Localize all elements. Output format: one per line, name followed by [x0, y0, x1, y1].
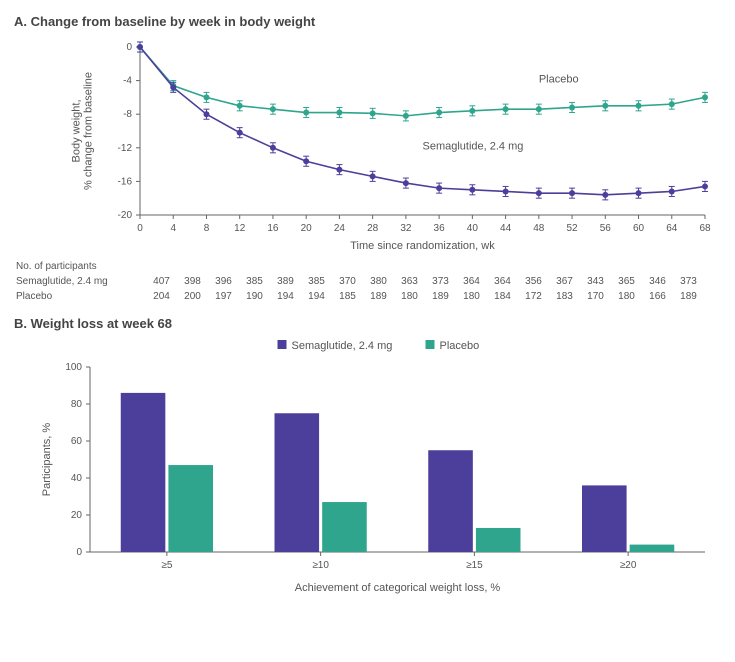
participants-cell: 189: [363, 289, 394, 304]
svg-text:-4: -4: [123, 76, 132, 87]
participants-cell: 185: [332, 289, 363, 304]
participants-cell: 343: [580, 274, 611, 289]
svg-text:32: 32: [400, 223, 412, 234]
participants-row-label: Placebo: [10, 289, 146, 304]
svg-text:100: 100: [65, 362, 82, 373]
panel-b-title-text: Weight loss at week 68: [31, 316, 172, 331]
svg-text:60: 60: [71, 436, 83, 447]
svg-text:80: 80: [71, 399, 83, 410]
participants-cell: 389: [270, 274, 301, 289]
participants-cell: 190: [239, 289, 270, 304]
panel-b-title: B. Weight loss at week 68: [14, 316, 725, 331]
participants-cell: 166: [642, 289, 673, 304]
participants-cell: 385: [239, 274, 270, 289]
participants-cell: 407: [146, 274, 177, 289]
participants-cell: 172: [518, 289, 549, 304]
svg-text:40: 40: [467, 223, 479, 234]
participants-cell: 365: [611, 274, 642, 289]
participants-cell: 180: [456, 289, 487, 304]
svg-text:60: 60: [633, 223, 645, 234]
participants-cell: 398: [177, 274, 208, 289]
participants-row: Semaglutide, 2.4 mg407398396385389385370…: [10, 274, 725, 289]
svg-text:48: 48: [533, 223, 545, 234]
participants-cell: 194: [301, 289, 332, 304]
participants-cell: 184: [487, 289, 518, 304]
svg-text:Achievement of categorical wei: Achievement of categorical weight loss, …: [295, 582, 501, 594]
panel-a-title-text: Change from baseline by week in body wei…: [31, 14, 316, 29]
participants-cell: 200: [177, 289, 208, 304]
participants-cell: 367: [549, 274, 580, 289]
participants-cell: 194: [270, 289, 301, 304]
svg-text:≥20: ≥20: [620, 560, 637, 571]
svg-text:40: 40: [71, 473, 83, 484]
svg-text:64: 64: [666, 223, 678, 234]
svg-text:0: 0: [137, 223, 143, 234]
svg-text:-16: -16: [118, 176, 133, 187]
svg-text:12: 12: [234, 223, 246, 234]
participants-cell: 346: [642, 274, 673, 289]
svg-text:Time since randomization, wk: Time since randomization, wk: [350, 240, 495, 252]
svg-text:28: 28: [367, 223, 379, 234]
svg-text:-20: -20: [118, 210, 133, 221]
svg-text:≥10: ≥10: [312, 560, 329, 571]
participants-cell: 396: [208, 274, 239, 289]
figure-root: A. Change from baseline by week in body …: [0, 0, 735, 607]
svg-text:20: 20: [301, 223, 313, 234]
participants-cell: 189: [425, 289, 456, 304]
svg-text:52: 52: [566, 223, 578, 234]
svg-text:Placebo: Placebo: [440, 340, 480, 352]
participants-cell: 363: [394, 274, 425, 289]
svg-text:-12: -12: [118, 143, 133, 154]
participants-cell: 364: [456, 274, 487, 289]
participants-cell: 373: [425, 274, 456, 289]
svg-text:44: 44: [500, 223, 512, 234]
panel-b-chart: 0 20 40 60 80 100 ≥5 ≥10 ≥15 ≥20 Achievement of ca…: [10, 337, 725, 597]
svg-text:24: 24: [334, 223, 346, 234]
svg-text:36: 36: [434, 223, 446, 234]
svg-text:Placebo: Placebo: [539, 73, 579, 85]
participants-cell: 197: [208, 289, 239, 304]
svg-text:Body weight,% change from base: Body weight,% change from baseline: [71, 72, 95, 190]
panel-a-chart: 0-4-8-12-16-2004812162024283236404448525…: [10, 35, 725, 255]
participants-cell: 385: [301, 274, 332, 289]
participants-cell: 373: [673, 274, 704, 289]
participants-cell: 356: [518, 274, 549, 289]
panel-b-letter: B.: [14, 316, 27, 331]
svg-text:68: 68: [699, 223, 711, 234]
participants-cell: 180: [394, 289, 425, 304]
svg-text:8: 8: [204, 223, 210, 234]
participants-row: Placebo204200197190194194185189180189180…: [10, 289, 725, 304]
participants-cell: 370: [332, 274, 363, 289]
svg-text:16: 16: [267, 223, 279, 234]
svg-text:≥5: ≥5: [161, 560, 172, 571]
participants-cell: 380: [363, 274, 394, 289]
svg-text:20: 20: [71, 510, 83, 521]
svg-text:4: 4: [170, 223, 176, 234]
svg-text:Semaglutide, 2.4 mg: Semaglutide, 2.4 mg: [423, 140, 524, 152]
panel-a-letter: A.: [14, 14, 27, 29]
participants-cell: 183: [549, 289, 580, 304]
panel-a-title: A. Change from baseline by week in body …: [14, 14, 725, 29]
participants-cell: 204: [146, 289, 177, 304]
svg-text:0: 0: [76, 547, 82, 558]
svg-text:Participants, %: Participants, %: [41, 423, 53, 497]
svg-text:-8: -8: [123, 109, 132, 120]
participants-cell: 170: [580, 289, 611, 304]
participants-header: No. of participants: [10, 261, 725, 272]
participants-cell: 189: [673, 289, 704, 304]
participants-row-label: Semaglutide, 2.4 mg: [10, 274, 146, 289]
svg-text:≥15: ≥15: [466, 560, 483, 571]
svg-text:Semaglutide, 2.4 mg: Semaglutide, 2.4 mg: [292, 340, 393, 352]
participants-table: No. of participants Semaglutide, 2.4 mg4…: [10, 261, 725, 304]
participants-cell: 364: [487, 274, 518, 289]
svg-text:0: 0: [126, 42, 132, 53]
participants-cell: 180: [611, 289, 642, 304]
svg-text:56: 56: [600, 223, 612, 234]
